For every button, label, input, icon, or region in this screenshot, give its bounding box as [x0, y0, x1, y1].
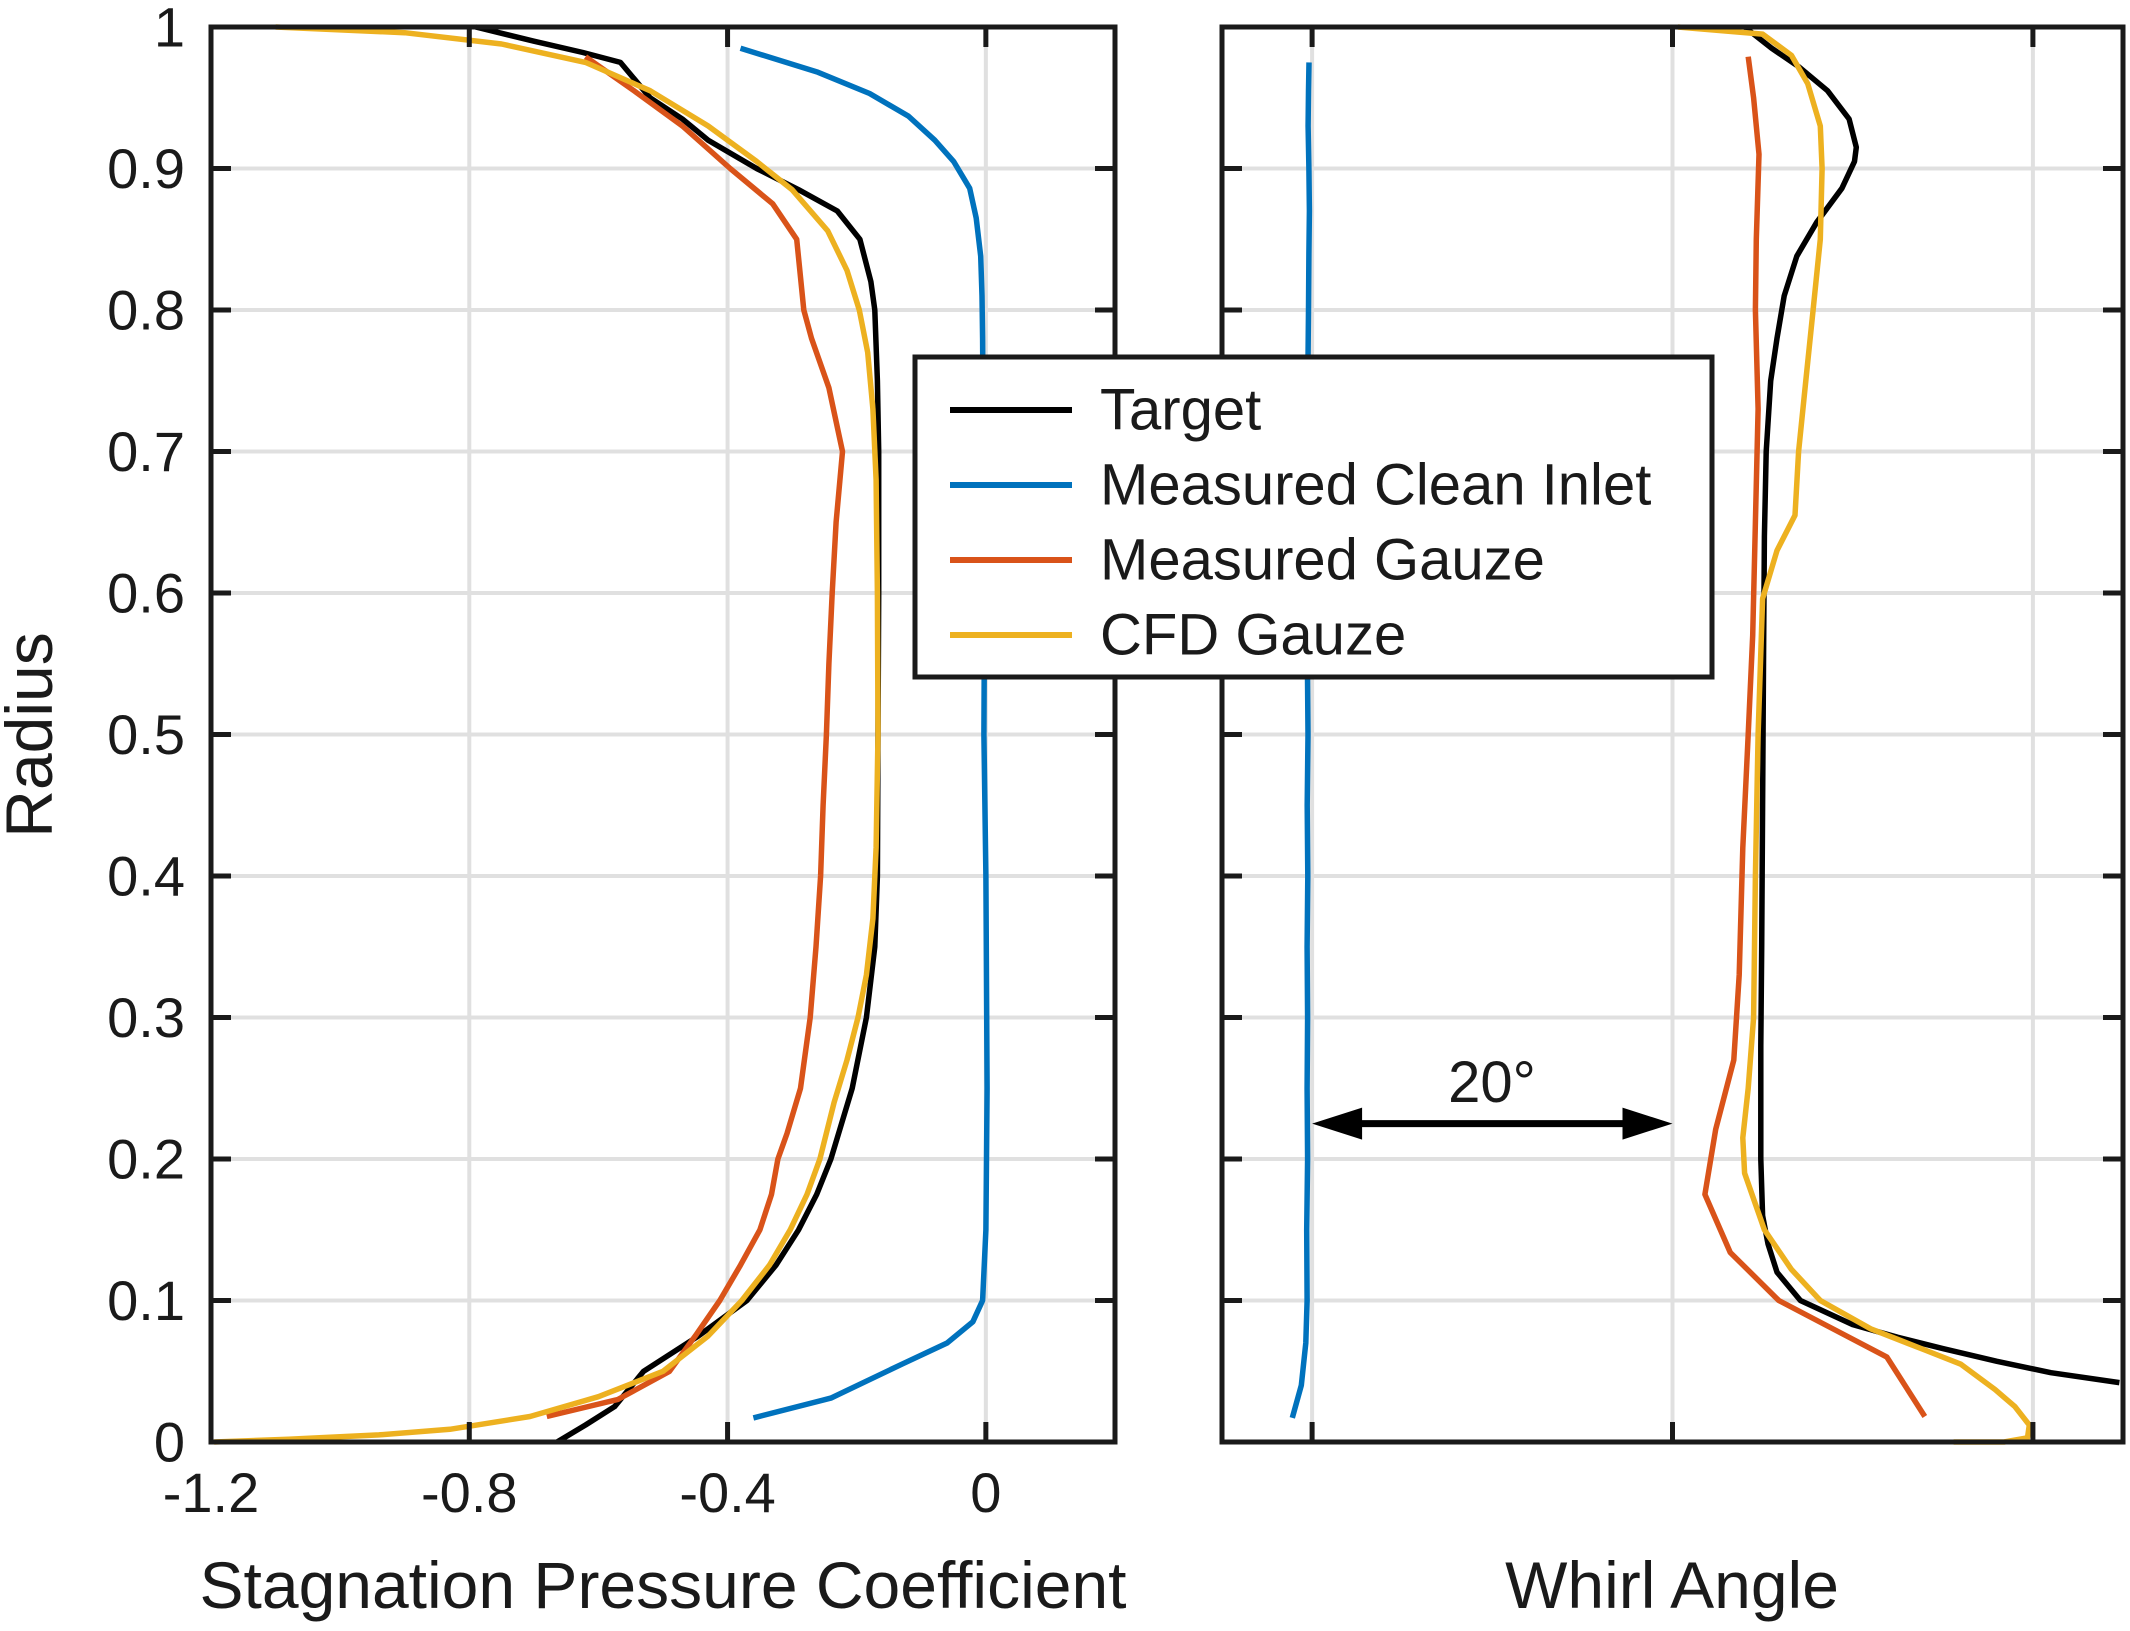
legend-item: CFD Gauze [950, 603, 1406, 668]
legend-label-cfd-gauze: CFD Gauze [1100, 603, 1406, 668]
y-tick-label: 0.7 [107, 420, 185, 483]
y-tick-label: 0.6 [107, 562, 185, 625]
legend: Target Measured Clean Inlet Measured Gau… [912, 354, 1715, 680]
annotation-label: 20° [1448, 1050, 1536, 1115]
y-tick-label: 0.3 [107, 986, 185, 1049]
x-tick-label: -1.2 [163, 1461, 260, 1524]
x-axis-label-left: Stagnation Pressure Coefficient [200, 1548, 1127, 1622]
series-measured-clean-inlet [1289, 62, 1313, 1419]
right-plot [1219, 24, 2126, 1445]
legend-item: Target [950, 378, 1261, 443]
y-tick-label: 1 [154, 0, 185, 59]
x-axis-label-right: Whirl Angle [1505, 1548, 1839, 1622]
legend-label-target: Target [1100, 378, 1261, 443]
y-tick-label: 0.4 [107, 845, 185, 908]
series-target [1742, 24, 2120, 1386]
x-tick-label: -0.8 [421, 1461, 518, 1524]
left-plot: -1.2 -0.8 -0.4 0 0 0.1 0.2 0.3 0.4 0.5 0.6 0.7 0.8 0.… [107, 0, 1118, 1524]
x-tick-label: 0 [970, 1461, 1001, 1524]
legend-label-measured-gauze: Measured Gauze [1100, 528, 1545, 593]
annotation-arrowhead-left [1312, 1107, 1363, 1140]
legend-label-measured-clean-inlet: Measured Clean Inlet [1100, 453, 1651, 518]
y-tick-label: 0.5 [107, 703, 185, 766]
series-measured-gauze [546, 54, 846, 1420]
x-tick-label: -0.4 [679, 1461, 776, 1524]
y-tick-label: 0.9 [107, 137, 185, 200]
y-tick-label: 0 [154, 1411, 185, 1474]
series-cfd-gauze [214, 24, 881, 1445]
y-tick-label: 0.1 [107, 1269, 185, 1332]
legend-item: Measured Clean Inlet [950, 453, 1651, 518]
y-axis-label: Radius [0, 632, 66, 837]
y-tick-label: 0.8 [107, 279, 185, 342]
annotation-arrowhead-right [1622, 1107, 1673, 1140]
legend-item: Measured Gauze [950, 528, 1545, 593]
annotation-arrow-group: 20° [1312, 1050, 1673, 1140]
series-cfd-gauze [1677, 24, 2033, 1445]
y-tick-label: 0.2 [107, 1128, 185, 1191]
series-measured-gauze [1702, 56, 1928, 1418]
